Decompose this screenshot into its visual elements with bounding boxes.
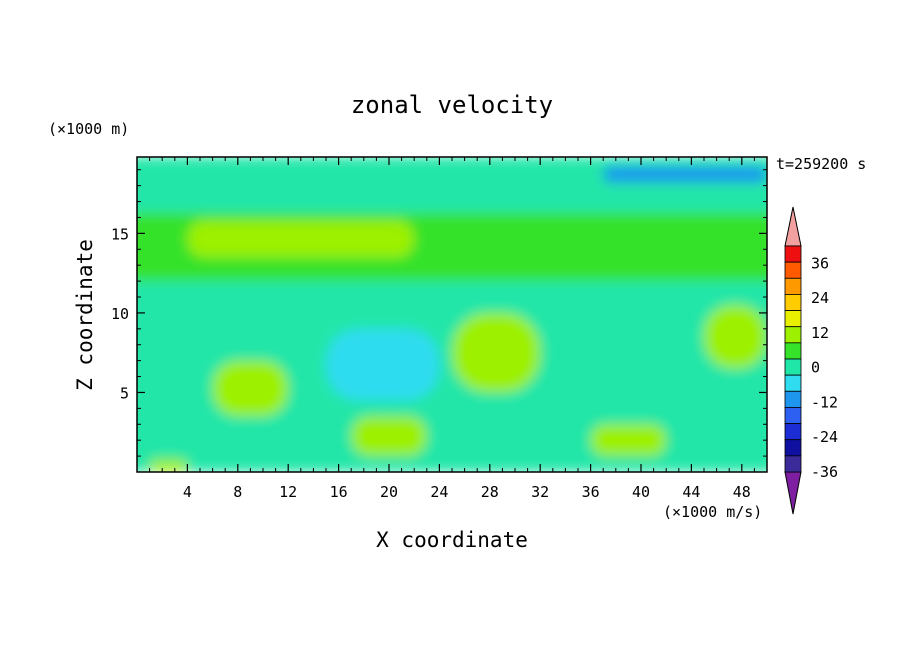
colorbar-tick-label: 36 [811, 254, 829, 272]
colorbar-swatch [784, 261, 802, 279]
colorbar-extension-max [784, 206, 802, 247]
colorbar-swatch [784, 439, 802, 457]
x-tick-label: 48 [733, 483, 751, 501]
field-region-11 [149, 459, 188, 472]
colorbar-swatch [784, 455, 802, 473]
colorbar-tick-label: 0 [811, 359, 820, 377]
y-tick-label: 5 [120, 384, 129, 402]
x-tick-label: 16 [330, 483, 348, 501]
y-tick-label: 10 [111, 305, 129, 323]
colorbar-swatch [784, 390, 802, 408]
colorbar-tick-label: 24 [811, 289, 829, 307]
velocity-field [137, 157, 767, 472]
colorbar-tick-label: -24 [811, 428, 838, 446]
colorbar-swatch [784, 374, 802, 392]
x-tick-label: 32 [531, 483, 549, 501]
x-axis-ticks: 4 8 12 16 20 24 28 32 36 40 44 48 [149, 157, 755, 501]
colorbar-swatch [784, 358, 802, 376]
x-units-label: (×1000 m/s) [663, 503, 762, 521]
field-region-5 [326, 328, 440, 401]
colorbar-swatch [784, 342, 802, 360]
field-region-3 [187, 220, 415, 258]
field-region-10 [590, 424, 667, 457]
field-region-7 [704, 304, 767, 369]
colorbar-tick-label: -36 [811, 463, 838, 481]
colorbar-swatch [784, 310, 802, 328]
colorbar-tick-label: -12 [811, 393, 838, 411]
field-region-0 [137, 157, 767, 213]
colorbar-swatch [784, 407, 802, 424]
field-region-6 [452, 312, 541, 393]
x-tick-label: 20 [380, 483, 398, 501]
colorbar-swatch [784, 245, 802, 263]
field-region-8 [212, 360, 289, 417]
y-axis-label: Z coordinate [73, 239, 97, 391]
y-units-label: (×1000 m) [48, 120, 129, 138]
x-tick-label: 12 [279, 483, 297, 501]
x-tick-label: 36 [582, 483, 600, 501]
colorbar-extension-min [784, 471, 802, 515]
colorbar-swatch [784, 326, 802, 344]
y-axis-ticks: 5 10 15 [111, 169, 767, 457]
x-tick-label: 28 [481, 483, 499, 501]
x-tick-label: 4 [183, 483, 192, 501]
time-label: t=259200 s [776, 155, 866, 173]
field-region-1 [603, 166, 767, 183]
chart-title: zonal velocity [351, 91, 553, 119]
y-tick-label: 15 [111, 225, 129, 243]
colorbar-tick-label: 12 [811, 324, 829, 342]
field-region-9 [351, 416, 427, 457]
x-tick-label: 44 [682, 483, 700, 501]
x-tick-label: 8 [233, 483, 242, 501]
x-tick-label: 24 [430, 483, 448, 501]
colorbar-swatch [784, 423, 802, 441]
x-axis-label: X coordinate [376, 528, 528, 552]
colorbar-swatch [784, 294, 802, 311]
colorbar: 36 24 12 0 -12 -24 -36 [784, 206, 838, 515]
x-tick-label: 40 [632, 483, 650, 501]
colorbar-swatch [784, 277, 802, 295]
